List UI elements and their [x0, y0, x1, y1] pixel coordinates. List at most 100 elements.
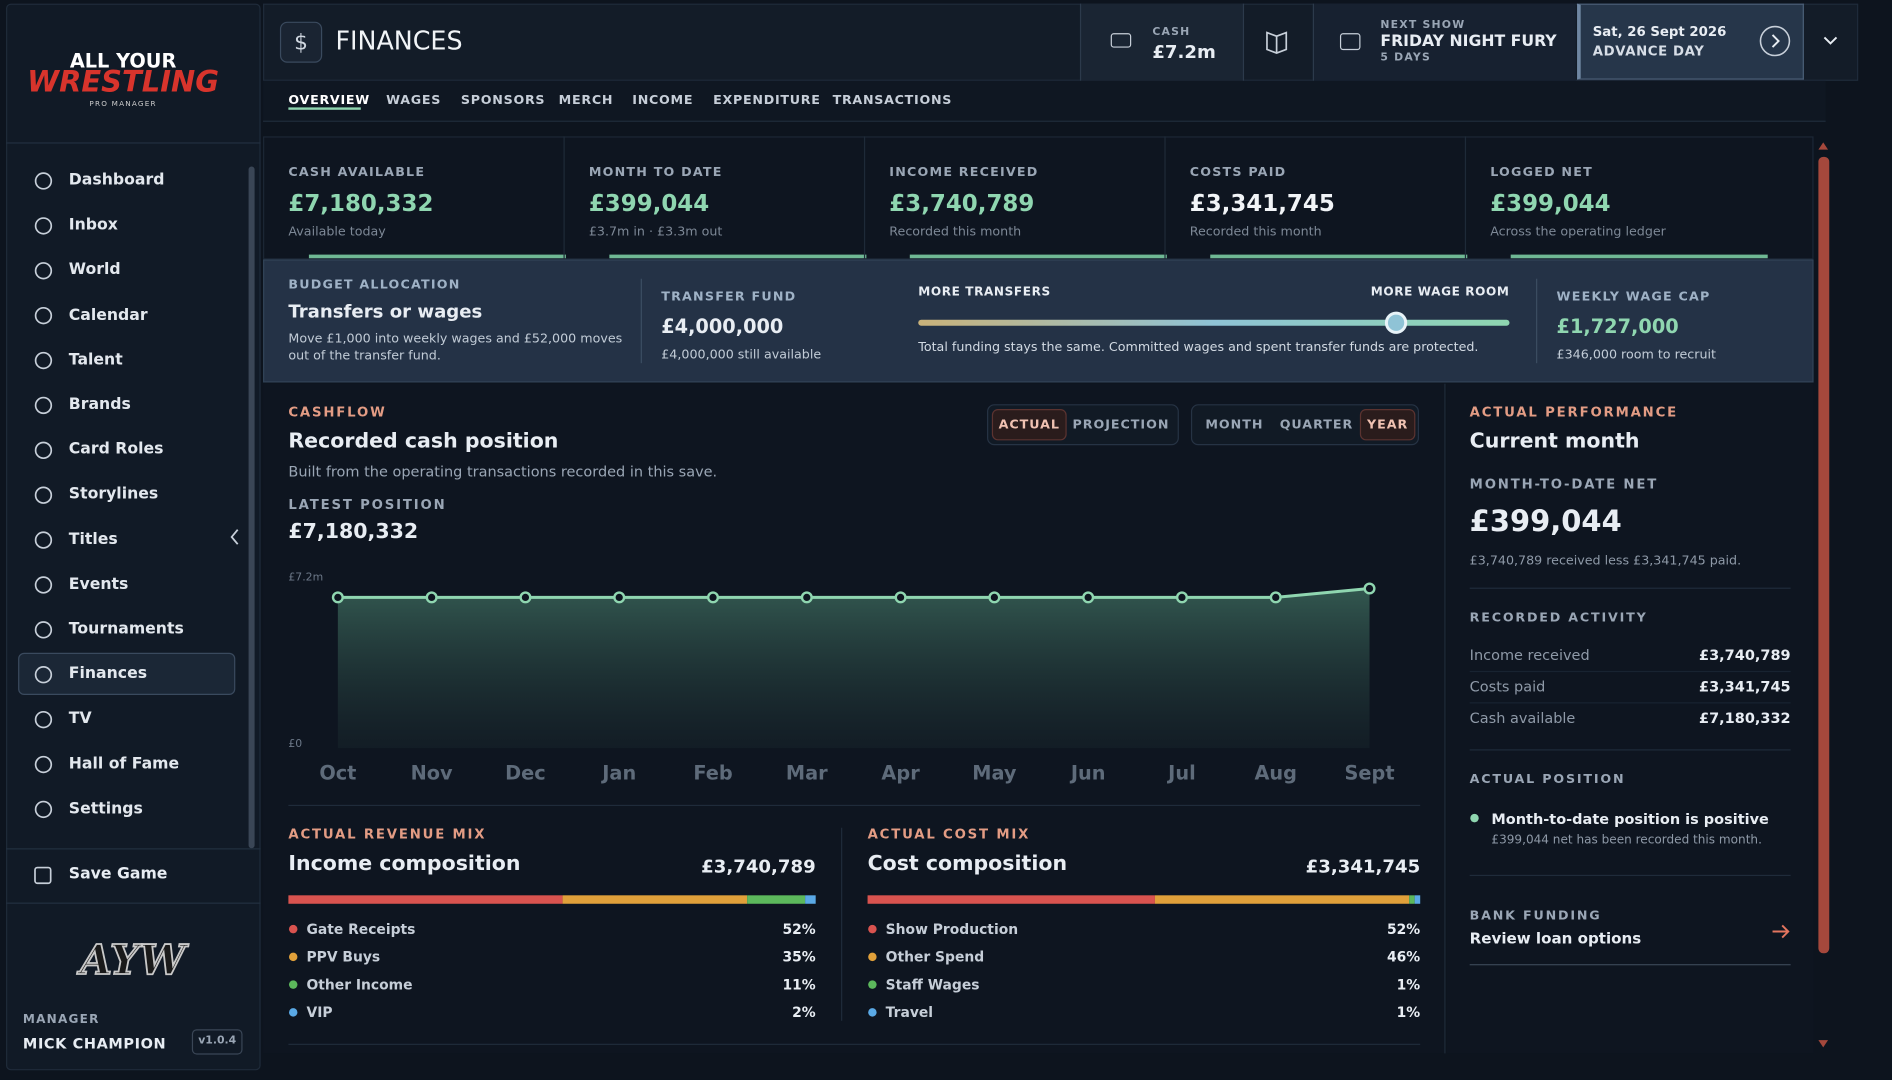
point [1363, 582, 1376, 595]
book-icon [1266, 31, 1288, 54]
nav-item[interactable]: Brands [68, 395, 131, 414]
activity-value: £3,341,745 [1699, 677, 1791, 695]
nav-item[interactable]: World [68, 260, 121, 280]
range-option[interactable]: QUARTER [1279, 417, 1354, 432]
point [425, 591, 438, 604]
y-tick-label: £0 [288, 738, 303, 751]
fund-value: £4,000,000 [661, 314, 784, 338]
stats-panel [263, 136, 1814, 260]
slider-right-label: MORE WAGE ROOM [1370, 285, 1510, 300]
page-title: FINANCES [335, 26, 463, 56]
legend-dot [288, 980, 298, 989]
nav-item[interactable]: Tournaments [68, 620, 184, 639]
nav-item[interactable]: Card Roles [68, 440, 164, 459]
legend-name: Staff Wages [885, 976, 980, 993]
save-game[interactable]: Save Game [68, 865, 168, 884]
stat-label: INCOME RECEIVED [889, 164, 1039, 180]
tab[interactable]: TRANSACTIONS [832, 92, 953, 107]
tab[interactable]: EXPENDITURE [713, 92, 821, 107]
stat-label: LOGGED NET [1490, 164, 1593, 180]
nav-item[interactable]: Events [68, 575, 129, 594]
tab[interactable]: MERCH [558, 92, 614, 107]
guide-button[interactable] [1242, 3, 1313, 81]
nav-item[interactable]: Inbox [68, 216, 118, 235]
budget-desc: Move £1,000 into weekly wages and £52,00… [288, 331, 623, 363]
latest-label: LATEST POSITION [288, 497, 447, 514]
toggle-active[interactable] [991, 409, 1067, 441]
nav-item[interactable]: Storylines [68, 485, 159, 504]
mode-option[interactable]: PROJECTION [1072, 417, 1170, 432]
range-option[interactable]: MONTH [1205, 417, 1264, 432]
point [1082, 591, 1095, 604]
range-option[interactable]: YEAR [1366, 417, 1409, 432]
sidebar-scrollbar [248, 166, 255, 849]
x-tick-label: Jul [1168, 761, 1196, 785]
nav-item[interactable]: Hall of Fame [68, 754, 180, 773]
area [337, 588, 1370, 749]
nav-icon [34, 351, 53, 370]
mix-segment [288, 895, 563, 904]
tab[interactable]: INCOME [632, 92, 694, 107]
fund-label: TRANSFER FUND [661, 289, 797, 304]
point [331, 591, 344, 604]
legend-value: 52% [1386, 920, 1421, 938]
fund-sub: £4,000,000 still available [661, 347, 822, 362]
bank-funding-link[interactable] [1469, 899, 1791, 966]
nav-item[interactable]: Talent [68, 350, 123, 369]
section-label: CASHFLOW [288, 404, 387, 421]
nav-item[interactable]: Titles [68, 530, 118, 549]
bank-action[interactable]: Review loan options [1469, 929, 1642, 948]
stat-divider [563, 136, 565, 260]
nav-icon [34, 621, 53, 639]
manager-name: MICK CHAMPION [22, 1034, 167, 1052]
nav-icon [34, 531, 53, 549]
row-divider [1469, 702, 1791, 704]
x-tick-label: Aug [1254, 761, 1297, 785]
tab[interactable]: WAGES [386, 92, 442, 107]
nav-item[interactable]: Finances [68, 664, 148, 684]
section-title: Recorded cash position [288, 429, 559, 454]
save-icon [34, 866, 52, 885]
advance-icon [1759, 25, 1791, 57]
nav-icon [34, 396, 53, 415]
tab[interactable]: SPONSORS [460, 92, 546, 107]
nav-item[interactable]: TV [68, 709, 92, 728]
mix-segment [805, 895, 816, 904]
stat-value: £7,180,332 [288, 190, 434, 217]
tab[interactable]: OVERVIEW [288, 92, 370, 107]
slider-knob[interactable] [1384, 311, 1408, 334]
activity-value: £3,740,789 [1699, 646, 1791, 664]
x-tick-label: Jan [602, 761, 637, 785]
legend-value: 2% [792, 1003, 816, 1021]
section-title: Income composition [288, 851, 521, 877]
mix-segment [1409, 895, 1415, 904]
legend-name: Gate Receipts [306, 920, 416, 938]
stat-divider [1164, 136, 1166, 260]
title-icon-glyph: $ [294, 30, 308, 55]
sidebar-divider [6, 902, 261, 904]
next-show-days: 5 DAYS [1380, 51, 1432, 64]
x-tick-label: Mar [785, 761, 828, 785]
manager-label: MANAGER [22, 1013, 100, 1027]
toggle-active[interactable] [1359, 409, 1416, 441]
nav-item[interactable]: Calendar [68, 305, 148, 324]
stat-accent [1210, 254, 1468, 259]
advance-day-button[interactable] [1577, 3, 1804, 80]
mix-segment [747, 895, 806, 904]
cap-label: WEEKLY WAGE CAP [1556, 289, 1711, 304]
point [1269, 591, 1282, 604]
row-divider [1469, 670, 1791, 673]
slider-left-label: MORE TRANSFERS [918, 285, 1051, 300]
budget-title: Transfers or wages [288, 299, 483, 322]
slider-note: Total funding stays the same. Committed … [918, 339, 1479, 355]
net-label: MONTH-TO-DATE NET [1469, 476, 1659, 493]
performance-panel [1446, 383, 1814, 1054]
section-label: ACTUAL COST MIX [867, 826, 1031, 843]
nav-item[interactable]: Settings [68, 799, 143, 818]
cash-label: CASH [1152, 26, 1191, 39]
mode-option[interactable]: ACTUAL [998, 417, 1060, 432]
section-subtitle: Built from the operating transactions re… [288, 462, 718, 480]
nav-item[interactable]: Dashboard [68, 171, 165, 190]
nav-icon [34, 217, 53, 235]
